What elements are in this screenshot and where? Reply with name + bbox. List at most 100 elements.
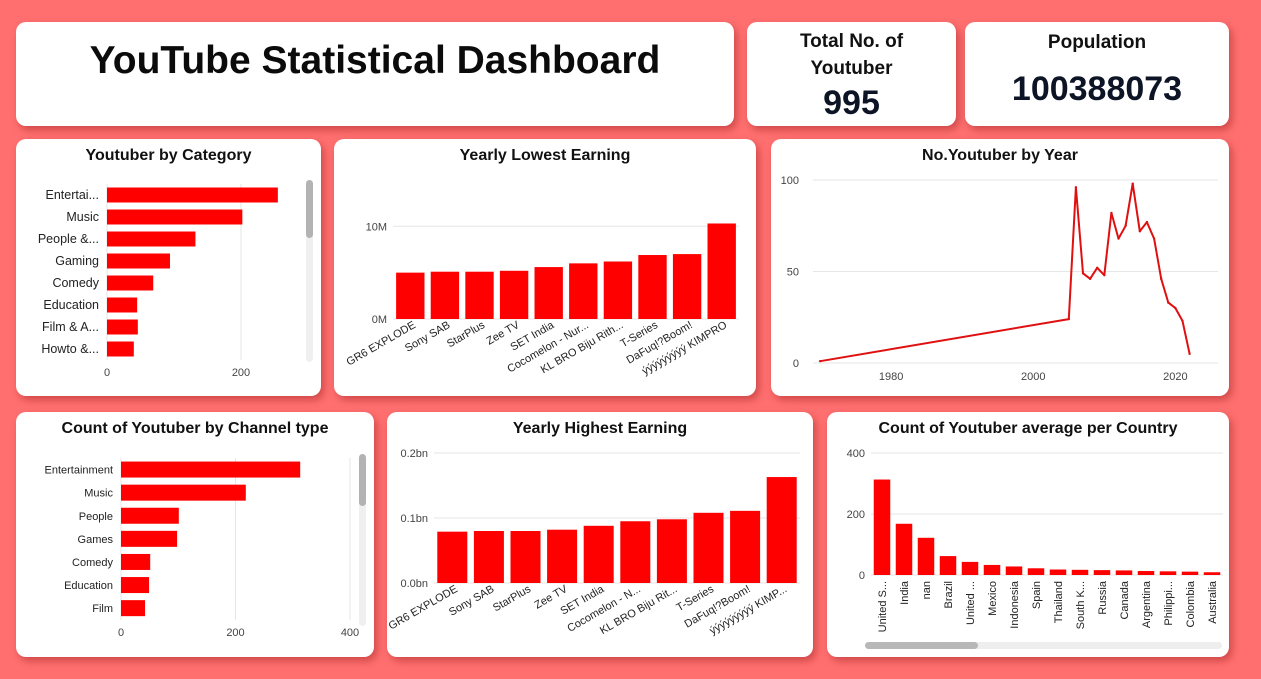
data-point (1110, 211, 1113, 215)
bar[interactable] (917, 537, 935, 575)
category-label: United ... (965, 581, 977, 625)
year-chart-card[interactable]: No.Youtuber by Year 0 50 100 1980 2000 2020 (771, 139, 1229, 396)
bar[interactable] (121, 461, 301, 478)
bar[interactable] (707, 223, 736, 319)
series-line (819, 182, 1191, 363)
channel-chart[interactable]: 0 200 400 Entertainment Music People Games Come… (16, 412, 374, 657)
bar[interactable] (465, 271, 494, 319)
category-label: Comedy (52, 276, 99, 290)
category-label: Film (92, 603, 113, 615)
category-label: Howto &... (41, 342, 99, 356)
bar[interactable] (107, 209, 243, 225)
bar[interactable] (107, 253, 170, 269)
data-point (1131, 182, 1134, 185)
category-label: Philippi... (1163, 581, 1175, 626)
scrollbar-thumb[interactable] (865, 642, 978, 649)
country-chart[interactable]: 0 200 400 United S... India nan Brazil United .… (827, 412, 1229, 657)
category-label: Australia (1207, 580, 1219, 624)
bar[interactable] (939, 556, 957, 575)
data-point (1067, 317, 1070, 321)
bar[interactable] (121, 553, 151, 570)
bar[interactable] (107, 187, 278, 203)
data-point (1096, 266, 1099, 270)
bar[interactable] (121, 600, 146, 617)
scrollbar-thumb[interactable] (306, 180, 313, 238)
bar[interactable] (983, 564, 1001, 575)
bar[interactable] (430, 271, 460, 319)
bar[interactable] (1203, 572, 1221, 575)
bar[interactable] (569, 263, 598, 319)
category-label: Argentina (1141, 580, 1153, 628)
kpi-total-card[interactable]: Total No. of Youtuber 995 (747, 22, 956, 126)
bar[interactable] (107, 341, 134, 357)
bar[interactable] (693, 512, 724, 583)
country-chart-card[interactable]: Count of Youtuber average per Country 0 2… (827, 412, 1229, 657)
category-chart[interactable]: 0 200 Entertai... Music People &... Gaming Com… (16, 139, 321, 396)
kpi-population-label: Population (1047, 32, 1147, 53)
bar[interactable] (961, 561, 979, 575)
bar[interactable] (473, 531, 504, 583)
bar[interactable] (1005, 566, 1023, 575)
data-point (1138, 230, 1142, 233)
bar[interactable] (510, 531, 541, 583)
lowest-earning-card[interactable]: Yearly Lowest Earning 0M 10M GR6 EXPLODE So… (334, 139, 756, 396)
scrollbar-thumb[interactable] (359, 454, 366, 506)
highest-earning-card[interactable]: Yearly Highest Earning 0.0bn 0.1bn 0.2bn GR… (387, 412, 813, 657)
bar[interactable] (1159, 571, 1177, 575)
bar[interactable] (1137, 571, 1155, 575)
x-tick-label: 0 (118, 627, 124, 639)
bar[interactable] (121, 484, 246, 501)
y-tick-label: 0.2bn (400, 448, 428, 460)
year-chart[interactable]: 0 50 100 1980 2000 2020 (771, 139, 1229, 396)
bar[interactable] (620, 521, 651, 583)
category-label: People &... (38, 232, 99, 246)
bar[interactable] (1027, 568, 1045, 575)
category-label: Canada (1119, 580, 1131, 619)
category-chart-card[interactable]: Youtuber by Category 0 200 Entertai... Musi… (16, 139, 321, 396)
title-card: YouTube Statistical Dashboard (16, 22, 734, 126)
bar[interactable] (656, 519, 687, 583)
bar[interactable] (121, 507, 179, 524)
country-chart-title: Count of Youtuber average per Country (878, 420, 1178, 437)
bar[interactable] (121, 530, 178, 547)
category-label: Spain (1031, 581, 1043, 609)
bar[interactable] (107, 231, 196, 247)
bar[interactable] (1115, 570, 1133, 575)
channel-chart-card[interactable]: Count of Youtuber by Channel type 0 200 40… (16, 412, 374, 657)
kpi-population-card[interactable]: Population 100388073 (965, 22, 1229, 126)
category-label: Russia (1097, 580, 1109, 615)
category-label: StarPlus (491, 583, 533, 614)
bar[interactable] (672, 254, 702, 319)
bar[interactable] (107, 297, 138, 313)
y-tick-label: 0M (372, 314, 387, 326)
category-label: Entertainment (45, 465, 113, 477)
bar[interactable] (499, 270, 529, 319)
y-tick-label: 100 (781, 175, 799, 187)
bar[interactable] (1093, 570, 1111, 575)
bar[interactable] (547, 529, 578, 583)
category-label: People (79, 511, 113, 523)
bar[interactable] (121, 577, 150, 594)
bar[interactable] (437, 531, 468, 583)
bar[interactable] (638, 255, 667, 319)
bar[interactable] (766, 477, 797, 583)
bar[interactable] (895, 523, 913, 575)
category-label: Mexico (987, 581, 999, 616)
bar[interactable] (603, 261, 633, 319)
bar[interactable] (1181, 571, 1199, 575)
y-tick-label: 200 (847, 509, 865, 521)
data-point (1159, 277, 1163, 281)
bar[interactable] (730, 510, 761, 583)
bar[interactable] (396, 272, 425, 319)
bar[interactable] (873, 479, 891, 575)
bar[interactable] (534, 267, 563, 319)
bar[interactable] (583, 525, 614, 583)
data-point (1181, 319, 1184, 323)
bar[interactable] (107, 275, 154, 291)
kpi-total-label: Total No. of Youtuber (799, 31, 904, 79)
bar[interactable] (107, 319, 138, 335)
bar[interactable] (1071, 569, 1089, 575)
bar[interactable] (1049, 569, 1067, 575)
